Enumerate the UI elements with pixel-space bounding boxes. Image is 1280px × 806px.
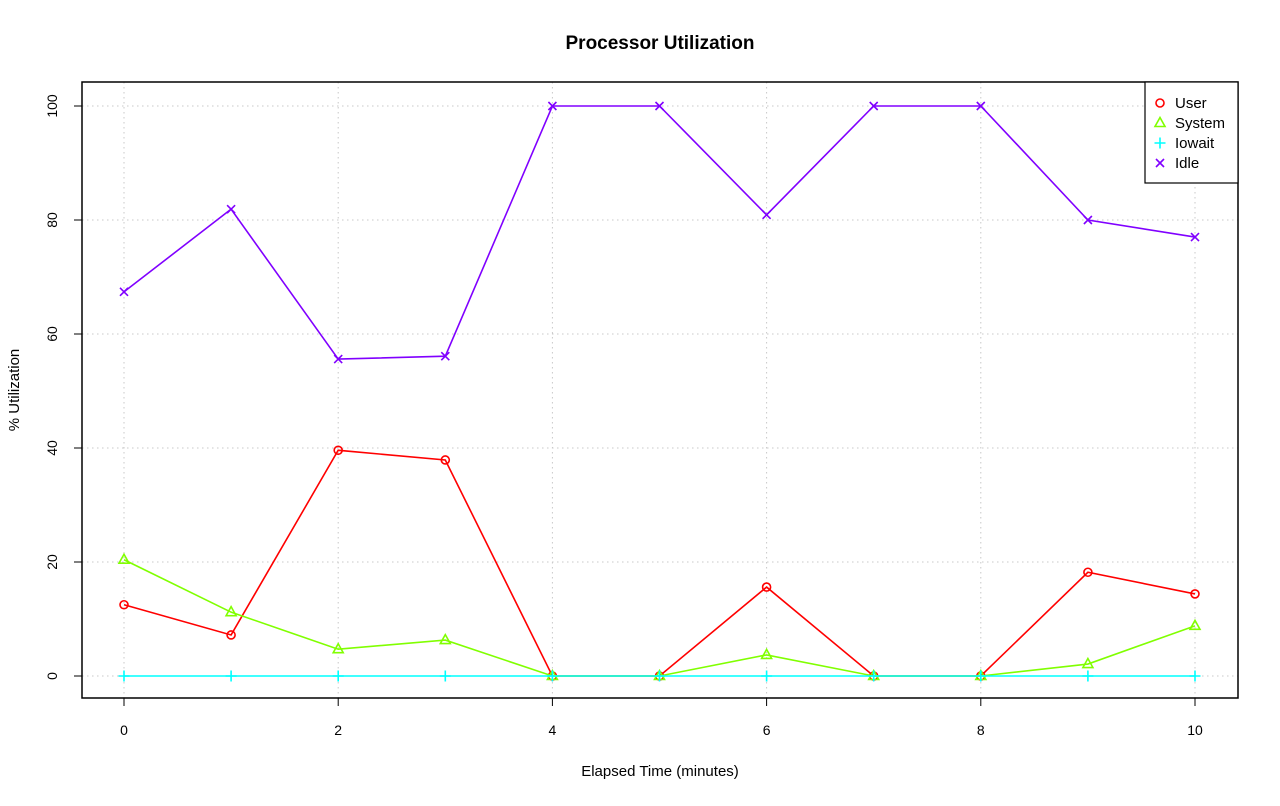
series-line-idle (123, 105, 1196, 360)
series-idle (119, 101, 1200, 364)
point-marker-circle (333, 445, 344, 456)
point-marker-cross (1155, 158, 1165, 168)
series-group (117, 101, 1202, 682)
point-marker-triangle (1153, 115, 1167, 128)
point-marker-cross (547, 101, 557, 111)
y-tick-label: 80 (44, 212, 60, 228)
point-marker-cross (226, 204, 236, 214)
y-tick-label: 60 (44, 326, 60, 342)
x-tick-label: 6 (763, 722, 771, 738)
point-marker-plus (546, 670, 558, 682)
x-tick-label: 8 (977, 722, 985, 738)
y-axis-label: % Utilization (6, 349, 23, 432)
point-marker-plus (332, 670, 344, 682)
legend-label: System (1175, 115, 1225, 132)
point-marker-circle (226, 630, 236, 640)
series-user (119, 445, 1200, 681)
point-marker-cross (1190, 232, 1200, 242)
point-marker-circle (440, 455, 451, 465)
point-marker-plus (118, 670, 130, 682)
x-axis-label: Elapsed Time (minutes) (581, 763, 739, 780)
series-line-user (123, 449, 1196, 677)
point-marker-circle (1155, 98, 1165, 108)
chart-title: Processor Utilization (566, 33, 755, 54)
point-marker-plus (1154, 137, 1166, 149)
point-marker-triangle (117, 552, 131, 565)
point-marker-cross (333, 354, 343, 364)
point-marker-triangle (1081, 656, 1095, 669)
x-tick-label: 10 (1187, 722, 1203, 738)
point-marker-cross (654, 101, 665, 111)
grid (82, 82, 1238, 698)
point-marker-plus (1189, 670, 1201, 682)
legend: User System Iowait Idle (1144, 81, 1239, 184)
y-tick-label: 100 (44, 94, 60, 118)
x-tick-label: 2 (334, 722, 342, 738)
point-marker-plus (225, 670, 237, 682)
point-marker-triangle (1188, 618, 1202, 631)
point-marker-circle (1190, 589, 1200, 599)
point-marker-cross (119, 287, 129, 297)
y-tick-label: 20 (44, 554, 60, 570)
x-tick-label: 0 (120, 722, 128, 738)
legend-label: User (1175, 95, 1207, 112)
point-marker-cross (762, 210, 772, 220)
point-marker-circle (119, 599, 129, 610)
series-iowait (118, 670, 1201, 682)
point-marker-cross (440, 351, 450, 361)
point-marker-cross (976, 101, 986, 111)
point-marker-triangle (224, 605, 238, 617)
legend-label: Idle (1175, 155, 1199, 172)
point-marker-circle (761, 582, 772, 592)
point-marker-plus (439, 670, 451, 682)
plot-frame (81, 81, 1239, 699)
x-tick-label: 4 (549, 722, 557, 738)
legend-label: Iowait (1175, 135, 1215, 152)
y-tick-label: 40 (44, 440, 60, 456)
point-marker-plus (761, 670, 773, 682)
point-marker-cross (869, 101, 879, 111)
series-line-system (123, 559, 1196, 677)
point-marker-plus (654, 670, 665, 682)
series-system (117, 552, 1202, 681)
point-marker-plus (868, 670, 880, 682)
y-tick-label: 0 (44, 672, 60, 680)
point-marker-plus (975, 670, 987, 682)
point-marker-plus (1082, 670, 1094, 682)
point-marker-triangle (760, 647, 773, 660)
point-marker-triangle (438, 632, 452, 645)
point-marker-cross (1083, 215, 1093, 225)
point-marker-circle (1083, 567, 1093, 578)
point-marker-triangle (331, 642, 345, 654)
